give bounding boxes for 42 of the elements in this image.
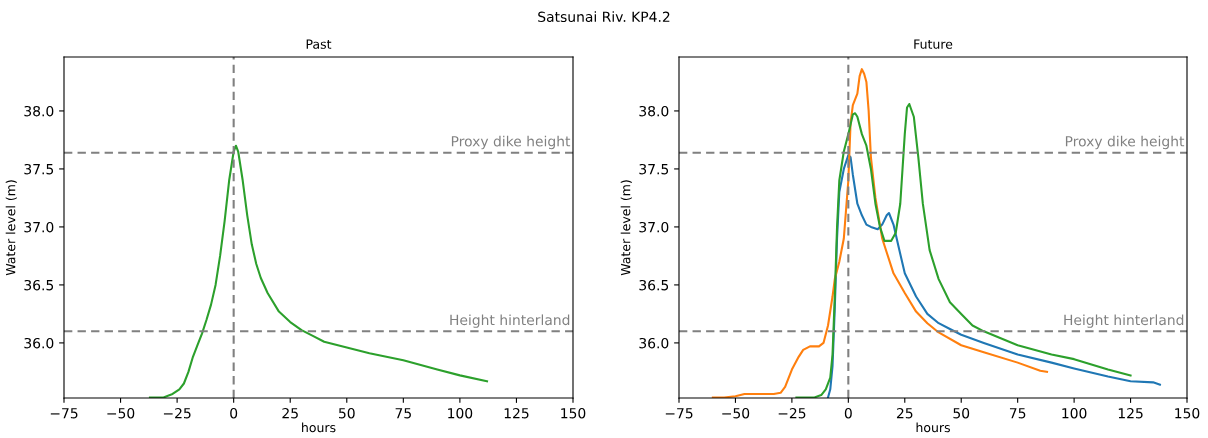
text: Satsunai Riv. KP4.2 — [538, 11, 670, 23]
x-tick-label: 0 — [844, 407, 852, 419]
y-tick-label: 37.0 — [24, 221, 54, 233]
x-tick-label: −50 — [722, 407, 750, 419]
x-tick-label: −75 — [50, 408, 78, 419]
x-tick-label: 25 — [282, 407, 298, 419]
x-tick-label: 75 — [1009, 408, 1026, 419]
y-tick-label: 36.0 — [639, 337, 669, 349]
ref-line-label: Height hinterland — [450, 314, 570, 328]
x-tick-label: 100 — [1062, 407, 1087, 419]
y-tick-label: 37.5 — [24, 163, 54, 175]
x-tick-label: 100 — [448, 407, 473, 419]
x-tick-label: 125 — [504, 407, 529, 419]
y-axis-title: Water level (m) — [5, 180, 17, 276]
x-tick-label: 75 — [395, 408, 411, 419]
y-axis-title: Water level (m) — [620, 180, 632, 276]
chart-title: Past — [306, 39, 332, 49]
x-tick-label: −25 — [778, 407, 806, 419]
x-tick-label: 150 — [1175, 407, 1200, 419]
chart-title: Future — [914, 39, 953, 49]
x-tick-label: 0 — [230, 407, 238, 419]
x-tick-label: −50 — [107, 407, 135, 419]
x-tick-label: −25 — [163, 407, 191, 419]
x-axis-title: hours — [302, 422, 336, 433]
line-series — [711, 68, 1049, 398]
ref-line-label: Proxy dike height — [451, 135, 571, 150]
y-tick-label: 36.0 — [24, 337, 54, 349]
y-tick-label: 38.0 — [639, 105, 669, 117]
y-tick-label: 37.0 — [639, 221, 669, 233]
x-tick-label: 25 — [896, 407, 913, 419]
y-tick-label: 36.5 — [24, 279, 54, 291]
x-tick-label: 125 — [1118, 407, 1143, 419]
x-axis-title: hours — [916, 422, 950, 433]
y-tick-label: 37.5 — [639, 163, 669, 175]
y-tick-label: 36.5 — [639, 279, 669, 291]
ref-line-label: Height hinterland — [1064, 314, 1184, 328]
x-tick-label: 150 — [561, 407, 586, 419]
x-tick-label: −75 — [665, 408, 693, 419]
x-tick-label: 50 — [339, 407, 355, 419]
x-tick-label: 50 — [953, 407, 970, 419]
y-tick-label: 38.0 — [24, 105, 54, 117]
ref-line-label: Proxy dike height — [1065, 135, 1185, 150]
